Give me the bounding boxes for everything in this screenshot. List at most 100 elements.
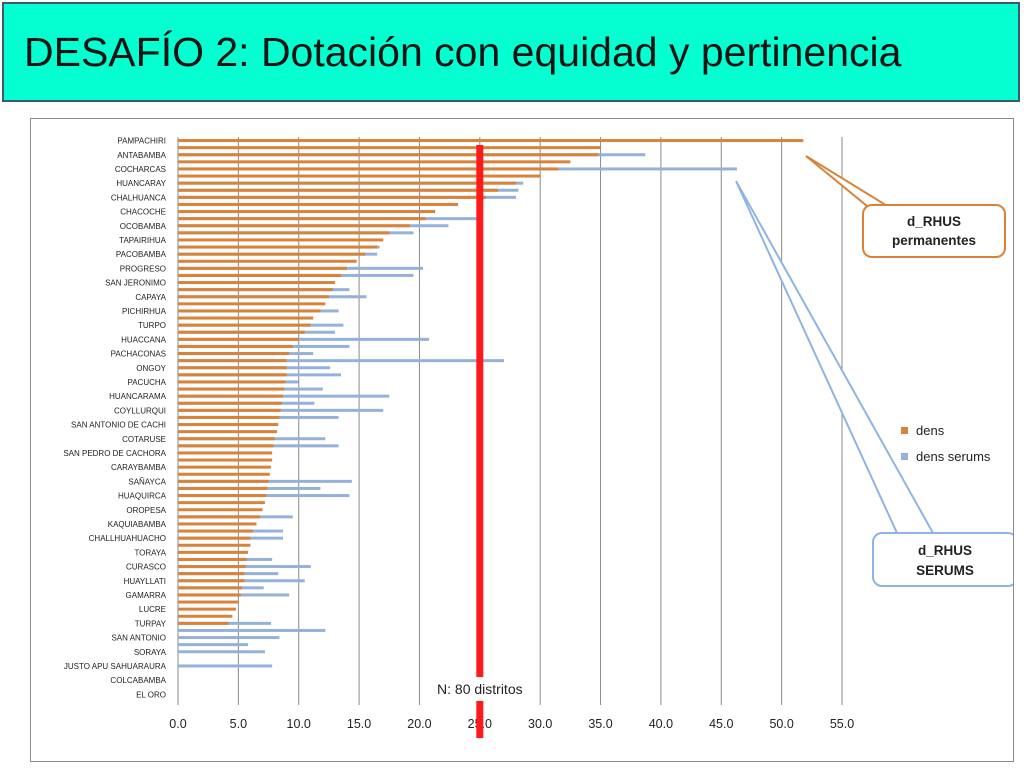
bar-dens-serums xyxy=(178,636,280,640)
reference-label-bg xyxy=(421,677,538,701)
category-label: CARAYBAMBA xyxy=(111,463,167,472)
x-tick-label: 15.0 xyxy=(347,717,371,731)
bar-dens xyxy=(178,252,366,256)
bar-dens xyxy=(178,465,271,469)
category-label: SAN PEDRO DE CACHORA xyxy=(63,449,166,458)
category-label: HUANCARAMA xyxy=(109,392,167,401)
callout-box-serums xyxy=(872,532,1013,587)
category-label: COYLLURQUI xyxy=(114,406,166,415)
bar-dens xyxy=(178,323,311,327)
bar-dens xyxy=(178,437,275,441)
category-label: COLCABAMBA xyxy=(110,676,166,685)
category-label: SAN JERONIMO xyxy=(105,279,166,288)
chart-frame: 0.05.010.015.020.025.030.035.040.045.050… xyxy=(30,118,1014,762)
category-label: EL ORO xyxy=(136,690,166,699)
bar-dens-serums xyxy=(178,650,265,654)
bar-dens xyxy=(178,451,273,455)
bar-dens xyxy=(178,167,559,171)
bar-dens xyxy=(178,472,270,476)
bar-dens xyxy=(178,415,280,419)
reference-line xyxy=(476,145,484,738)
category-label: OROPESA xyxy=(126,506,166,515)
bar-dens xyxy=(178,486,268,490)
bar-dens xyxy=(178,302,326,306)
category-label: JUSTO APU SAHUARAURA xyxy=(64,662,167,671)
bar-dens xyxy=(178,536,251,540)
bar-dens xyxy=(178,600,239,604)
bar-dens xyxy=(178,174,541,178)
bar-dens xyxy=(178,344,293,348)
bar-dens xyxy=(178,550,249,554)
x-tick-label: 30.0 xyxy=(528,717,552,731)
category-label: CAPAYA xyxy=(135,293,166,302)
legend-swatch-dens xyxy=(901,427,908,434)
bar-dens xyxy=(178,423,279,427)
bar-dens xyxy=(178,337,299,341)
category-label: PACHACONAS xyxy=(111,350,166,359)
category-label: LUCRE xyxy=(139,605,166,614)
page-title: DESAFÍO 2: Dotación con equidad y pertin… xyxy=(24,28,902,75)
bar-dens xyxy=(178,295,329,299)
bar-dens xyxy=(178,217,426,221)
bar-dens xyxy=(178,494,267,498)
category-label: CHALHUANCA xyxy=(111,193,167,202)
category-label: COTARUSE xyxy=(122,435,166,444)
bar-dens xyxy=(178,288,333,292)
bar-dens-serums xyxy=(178,628,326,632)
legend-label-dens: dens xyxy=(916,423,945,438)
bar-dens-serums xyxy=(178,337,430,341)
bar-dens-serums xyxy=(178,359,504,363)
title-bar: DESAFÍO 2: Dotación con equidad y pertin… xyxy=(2,2,1020,102)
x-tick-label: 40.0 xyxy=(649,717,673,731)
reference-label: N: 80 distritos xyxy=(437,681,523,697)
category-label: SORAYA xyxy=(134,648,167,657)
bar-dens xyxy=(178,153,599,157)
bar-dens xyxy=(178,614,233,618)
category-label: SAN ANTONIO xyxy=(111,634,166,643)
bar-dens xyxy=(178,380,286,384)
category-label: GAMARRA xyxy=(126,591,167,600)
x-tick-label: 55.0 xyxy=(830,717,854,731)
bar-dens xyxy=(178,557,247,561)
bar-dens xyxy=(178,515,261,519)
bar-dens xyxy=(178,281,335,285)
bar-dens xyxy=(178,139,804,143)
bar-dens xyxy=(178,188,498,192)
category-label: OCOBAMBA xyxy=(120,222,167,231)
bar-dens xyxy=(178,231,390,235)
bar-dens xyxy=(178,359,287,363)
callout-text-permanentes-2: permanentes xyxy=(892,233,976,248)
bar-dens xyxy=(178,245,378,249)
category-label: CHACOCHE xyxy=(120,208,166,217)
bar-dens xyxy=(178,210,436,214)
bar-dens xyxy=(178,266,348,270)
bar-dens xyxy=(178,572,245,576)
category-label: SAN ANTONIO DE CACHI xyxy=(71,421,166,430)
category-label: ONGOY xyxy=(136,364,166,373)
x-tick-label: 45.0 xyxy=(709,717,733,731)
bar-dens xyxy=(178,181,517,185)
category-label: CURASCO xyxy=(126,563,166,572)
bar-dens xyxy=(178,259,357,263)
legend-label-dens-serums: dens serums xyxy=(916,449,991,464)
category-label: PICHIRHUA xyxy=(122,307,167,316)
x-tick-label: 5.0 xyxy=(230,717,247,731)
bar-dens xyxy=(178,146,601,150)
bar-dens xyxy=(178,316,314,320)
bar-dens xyxy=(178,224,410,228)
category-label: TURPAY xyxy=(135,619,167,628)
bar-dens xyxy=(178,330,305,334)
bar-dens xyxy=(178,394,284,398)
bar-dens xyxy=(178,522,257,526)
bar-dens xyxy=(178,508,263,512)
bar-dens xyxy=(178,593,241,597)
category-label: HUAYLLATI xyxy=(124,577,166,586)
bar-dens xyxy=(178,621,229,625)
bar-dens xyxy=(178,458,273,462)
bar-dens xyxy=(178,607,236,611)
bar-dens xyxy=(178,195,486,199)
category-label: TURPO xyxy=(138,321,166,330)
bar-dens xyxy=(178,238,384,242)
bar-dens xyxy=(178,501,265,505)
bar-dens xyxy=(178,529,253,533)
